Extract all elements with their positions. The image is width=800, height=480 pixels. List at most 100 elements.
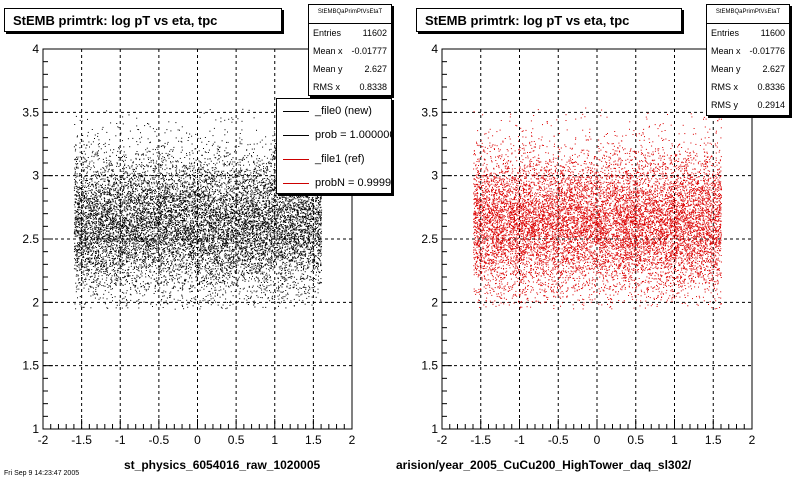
data-point [154,271,155,272]
data-point [146,191,148,193]
data-point [246,251,248,253]
data-point [78,218,80,219]
data-point [231,237,232,239]
data-point [78,258,80,260]
data-point [237,186,239,188]
data-point [146,241,148,243]
data-point [229,153,231,155]
data-point [166,193,168,194]
data-point [86,263,88,265]
data-point [89,231,91,233]
data-point [289,209,291,211]
data-point [171,232,173,234]
data-point [261,163,263,165]
data-point [306,203,308,205]
data-point [194,246,196,248]
data-point [301,225,303,227]
data-point [156,236,158,238]
data-point [300,257,302,258]
data-point [102,167,104,169]
data-point [201,196,203,198]
data-point [272,244,274,246]
data-point [81,153,83,155]
data-point [271,159,273,161]
data-point [208,228,209,230]
data-point [192,186,194,188]
data-point [147,217,149,219]
data-point [105,203,107,205]
data-point [271,237,273,238]
data-point [273,211,275,213]
data-point [112,260,114,262]
data-point [144,177,146,179]
data-point [80,252,82,254]
data-point [257,176,259,177]
data-point [94,154,96,156]
data-point [255,211,257,213]
data-point [312,241,314,243]
data-point [234,246,236,248]
data-point [254,245,256,247]
data-point [201,268,203,270]
data-point [237,285,239,287]
data-point [198,150,200,152]
data-point [217,200,219,202]
data-point [151,182,153,183]
data-point [98,251,100,252]
data-point [315,234,317,236]
data-point [280,257,282,259]
data-point [170,196,172,198]
data-point [276,200,278,202]
data-point [196,189,198,191]
data-point [267,192,269,194]
data-point [197,158,199,160]
data-point [254,240,256,242]
data-point [262,146,264,148]
data-point [267,190,269,192]
data-point [82,252,84,253]
data-point [118,237,120,239]
data-point [191,241,193,243]
data-point [219,217,220,219]
data-point [121,203,123,205]
data-point [175,230,177,232]
data-point [207,240,209,242]
data-point [291,247,293,249]
data-point [78,205,80,207]
data-point [183,283,185,285]
data-point [263,168,264,170]
data-point [217,194,219,195]
data-point [158,166,160,168]
data-point [147,266,149,268]
data-point [245,229,247,231]
data-point [250,245,252,247]
data-point [136,242,138,244]
data-point [121,251,123,253]
data-point [213,210,215,211]
data-point [319,282,321,284]
data-point [184,213,186,215]
data-point [193,251,194,252]
data-point [188,204,190,206]
data-point [124,196,126,198]
data-point [109,273,111,274]
data-point [216,247,218,249]
data-point [168,157,170,159]
data-point [279,302,281,304]
data-point [262,218,264,220]
data-point [137,173,139,175]
data-point [120,250,122,252]
data-point [221,258,223,260]
data-point [293,281,295,283]
data-point [105,262,106,264]
data-point [279,206,280,208]
data-point [220,195,222,197]
data-point [207,152,209,153]
data-point [192,231,194,233]
data-point [174,286,176,288]
data-point [259,269,260,271]
data-point [85,205,87,207]
data-point [319,241,321,243]
data-point [86,179,87,181]
data-point [268,245,270,247]
